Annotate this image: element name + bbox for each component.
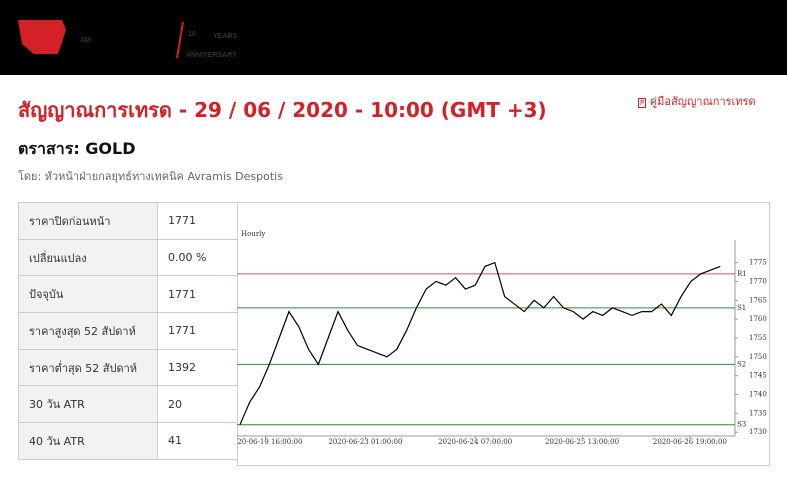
stat-value: 0.00 % [157,238,238,277]
stat-label: ราคาปิดก่อนหน้า [18,202,158,240]
x-tick-label: 2020-06-25 13:00:00 [545,438,619,446]
table-row: เปลี่ยนแปลง 0.00 % [18,238,238,277]
chart: Hourly 1730 1735 1740 1745 1750 1755 1760 1765 1… [237,202,770,466]
x-tick-label: 2020-06-26 19:00:00 [653,438,727,446]
y-tick-label: 1775 [749,259,767,267]
x-tick-label: 2020-06-19 16:00:00 [237,438,302,446]
chart-frame [237,202,770,466]
logo-mark [18,20,66,54]
logo: XM 10 YEARS ANNIVERSARY [18,20,237,59]
y-tick-label: 1740 [749,391,767,399]
stat-label: 40 วัน ATR [18,422,158,460]
chart-title: Hourly [241,230,265,238]
stat-label: ปัจจุบัน [18,275,158,314]
level-label: S2 [737,360,746,368]
x-tick-label: 2020-06-23 01:00:00 [328,438,402,446]
table-row: ราคาปิดก่อนหน้า 1771 [18,202,238,240]
stat-label: ราคาต่ำสุด 52 สัปดาห์ [18,348,158,387]
logo-text: XM [79,37,91,44]
y-tick-label: 1760 [749,315,767,323]
y-tick-label: 1770 [749,277,767,285]
stat-value: 1392 [157,348,238,387]
x-tick-label: 2020-06-24 07:00:00 [438,438,512,446]
y-tick-label: 1735 [749,409,767,417]
badge-caption: ANNIVERSARY [186,52,237,59]
stats-table: ราคาปิดก่อนหน้า 1771 เปลี่ยนแปลง 0.00 % ปัจจ… [18,202,238,460]
y-tick-label: 1745 [749,372,767,380]
instrument: ตราสาร: GOLD [18,139,136,158]
y-tick-label: 1750 [749,353,767,361]
table-row: ราคาสูงสุด 52 สัปดาห์ 1771 [18,312,238,350]
header: XM 10 YEARS ANNIVERSARY [0,0,787,75]
table-row: 40 วัน ATR 41 [18,422,238,460]
stat-label: เปลี่ยนแปลง [18,238,158,277]
stat-value: 1771 [157,275,238,314]
author: โดย: หัวหน้าฝ่ายกลยุทธ์ทางเทคนิค Avramis… [18,170,283,183]
table-row: ราคาต่ำสุด 52 สัปดาห์ 1392 [18,348,238,387]
y-tick-label: 1765 [749,296,767,304]
stat-label: 30 วัน ATR [18,385,158,424]
page-title: สัญญาณการเทรด - 29 / 06 / 2020 - 10:00 (… [18,98,547,122]
level-label: S3 [737,421,746,429]
stat-value: 20 [157,385,238,424]
level-label: R1 [737,270,747,278]
y-tick-label: 1755 [749,334,767,342]
price-line [239,261,721,425]
badge-sub: YEARS [213,33,237,40]
table-row: 30 วัน ATR 20 [18,385,238,424]
stat-value: 1771 [157,202,238,240]
guide-link-text[interactable]: คู่มือสัญญาณการเทรด [649,95,756,108]
badge: 10 [188,31,196,38]
level-label: S1 [737,304,746,312]
divider [176,21,184,59]
stat-label: ราคาสูงสุด 52 สัปดาห์ [18,312,158,350]
guide-link[interactable]: P คู่มือสัญญาณการเทรด [638,95,756,108]
stat-value: 41 [157,422,238,460]
table-row: ปัจจุบัน 1771 [18,275,238,314]
y-tick-label: 1730 [749,428,767,436]
stat-value: 1771 [157,312,238,350]
